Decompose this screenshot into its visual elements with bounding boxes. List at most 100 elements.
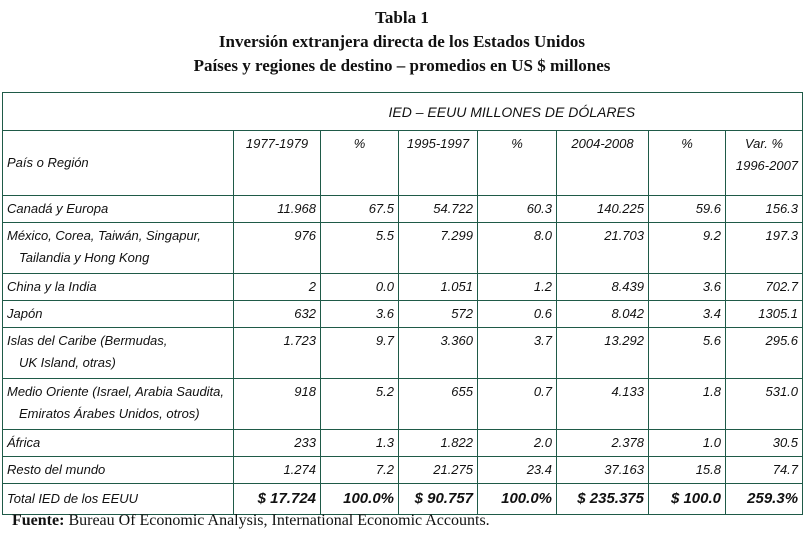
table-row: Japón 632 3.6 572 0.6 8.042 3.4 1305.1 bbox=[2, 300, 804, 328]
total-cell-p3: $ 100.0 bbox=[648, 483, 726, 515]
region-cell: África bbox=[2, 429, 234, 457]
value-cell-p2: 23.4 bbox=[477, 456, 557, 484]
value-cell-var: 702.7 bbox=[724, 273, 804, 301]
value-cell-v3: 13.292 bbox=[556, 327, 649, 379]
value-cell-p2: 0.7 bbox=[477, 378, 557, 430]
value-cell-p2: 1.2 bbox=[477, 273, 557, 301]
total-label: Total IED de los EEUU bbox=[2, 483, 234, 515]
value-cell-p3: 59.6 bbox=[648, 195, 726, 223]
region-name: México, Corea, Taiwán, Singapur, bbox=[7, 228, 201, 243]
header-1977-1979: 1977-1979 bbox=[233, 130, 321, 196]
value-cell-v3: 8.042 bbox=[556, 300, 649, 328]
header-pct-1: % bbox=[320, 130, 399, 196]
value-cell-v3: 8.439 bbox=[556, 273, 649, 301]
region-cell: Medio Oriente (Israel, Arabia Saudita, Em… bbox=[2, 378, 234, 430]
value-cell-p1: 7.2 bbox=[320, 456, 399, 484]
region-cell: Resto del mundo bbox=[2, 456, 234, 484]
header-region: País o Región bbox=[2, 130, 234, 196]
total-cell-v1: $ 17.724 bbox=[233, 483, 321, 515]
table-row: Islas del Caribe (Bermudas, UK Island, ot… bbox=[2, 327, 804, 379]
value-cell-var: 1305.1 bbox=[724, 300, 804, 328]
region-cell: Japón bbox=[2, 300, 234, 328]
value-cell-var: 197.3 bbox=[724, 222, 804, 274]
title-line-3: Países y regiones de destino – promedios… bbox=[193, 56, 611, 75]
value-cell-v3: 2.378 bbox=[556, 429, 649, 457]
region-cell: China y la India bbox=[2, 273, 234, 301]
region-name: China y la India bbox=[7, 279, 97, 294]
region-name-cont: Emiratos Árabes Unidos, otros) bbox=[19, 406, 200, 421]
value-cell-p2: 60.3 bbox=[477, 195, 557, 223]
value-cell-v1: 233 bbox=[233, 429, 321, 457]
group-header: IED – EEUU MILLONES DE DÓLARES bbox=[233, 92, 804, 131]
table-row: Canadá y Europa 11.968 67.5 54.722 60.3 140.2… bbox=[2, 195, 804, 223]
value-cell-var: 30.5 bbox=[724, 429, 804, 457]
header-var: Var. % 1996-2007 bbox=[724, 130, 804, 196]
total-cell-var: 259.3% bbox=[724, 483, 804, 515]
value-cell-v1: 1.274 bbox=[233, 456, 321, 484]
value-cell-p1: 1.3 bbox=[320, 429, 399, 457]
value-cell-v1: 11.968 bbox=[233, 195, 321, 223]
value-cell-var: 74.7 bbox=[724, 456, 804, 484]
value-cell-p1: 67.5 bbox=[320, 195, 399, 223]
value-cell-p1: 3.6 bbox=[320, 300, 399, 328]
source-text: Bureau Of Economic Analysis, Internation… bbox=[64, 512, 490, 529]
value-cell-v3: 140.225 bbox=[556, 195, 649, 223]
value-cell-v3: 21.703 bbox=[556, 222, 649, 274]
region-cell: Islas del Caribe (Bermudas, UK Island, ot… bbox=[2, 327, 234, 379]
header-1995-1997: 1995-1997 bbox=[398, 130, 478, 196]
value-cell-p3: 1.8 bbox=[648, 378, 726, 430]
value-cell-v2: 21.275 bbox=[398, 456, 478, 484]
table-row: África 233 1.3 1.822 2.0 2.378 1.0 30.5 bbox=[2, 429, 804, 457]
value-cell-v2: 1.051 bbox=[398, 273, 478, 301]
value-cell-v2: 3.360 bbox=[398, 327, 478, 379]
region-name: Resto del mundo bbox=[7, 462, 106, 477]
source-label: Fuente: bbox=[12, 512, 65, 529]
value-cell-p3: 5.6 bbox=[648, 327, 726, 379]
header-var-period: 1996-2007 bbox=[735, 158, 799, 173]
value-cell-p3: 1.0 bbox=[648, 429, 726, 457]
region-cell: Canadá y Europa bbox=[2, 195, 234, 223]
total-cell-p2: 100.0% bbox=[477, 483, 557, 515]
group-header-row: IED – EEUU MILLONES DE DÓLARES bbox=[2, 92, 804, 131]
title-line-2: Inversión extranjera directa de los Esta… bbox=[218, 32, 586, 51]
value-cell-p2: 8.0 bbox=[477, 222, 557, 274]
value-cell-v1: 2 bbox=[233, 273, 321, 301]
value-cell-p1: 9.7 bbox=[320, 327, 399, 379]
table-row: China y la India 2 0.0 1.051 1.2 8.439 3.6 702.… bbox=[2, 273, 804, 301]
total-cell-p1: 100.0% bbox=[320, 483, 399, 515]
value-cell-v1: 976 bbox=[233, 222, 321, 274]
header-2004-2008: 2004-2008 bbox=[556, 130, 649, 196]
source-note: Fuente: Bureau Of Economic Analysis, Int… bbox=[12, 512, 490, 530]
value-cell-p2: 3.7 bbox=[477, 327, 557, 379]
value-cell-var: 295.6 bbox=[724, 327, 804, 379]
value-cell-v1: 632 bbox=[233, 300, 321, 328]
table-row: México, Corea, Taiwán, Singapur, Tailandi… bbox=[2, 222, 804, 274]
table-row: Resto del mundo 1.274 7.2 21.275 23.4 37.163 1… bbox=[2, 456, 804, 484]
header-row: País o Región 1977-1979 % 1995-1997 % 20… bbox=[2, 130, 804, 196]
fdi-table: IED – EEUU MILLONES DE DÓLARES País o Re… bbox=[2, 92, 804, 515]
region-name: Medio Oriente (Israel, Arabia Saudita, bbox=[7, 384, 225, 399]
value-cell-p1: 5.5 bbox=[320, 222, 399, 274]
table-row: Medio Oriente (Israel, Arabia Saudita, Em… bbox=[2, 378, 804, 430]
value-cell-p3: 15.8 bbox=[648, 456, 726, 484]
total-cell-v3: $ 235.375 bbox=[556, 483, 649, 515]
value-cell-v1: 918 bbox=[233, 378, 321, 430]
title-line-1: Tabla 1 bbox=[375, 8, 429, 27]
value-cell-v2: 54.722 bbox=[398, 195, 478, 223]
value-cell-v2: 7.299 bbox=[398, 222, 478, 274]
table-title: Tabla 1 Inversión extranjera directa de … bbox=[0, 6, 804, 78]
value-cell-p3: 3.6 bbox=[648, 273, 726, 301]
header-pct-2: % bbox=[477, 130, 557, 196]
region-name-cont: UK Island, otras) bbox=[19, 355, 116, 370]
region-name: África bbox=[7, 435, 41, 450]
total-cell-v2: $ 90.757 bbox=[398, 483, 478, 515]
value-cell-v3: 4.133 bbox=[556, 378, 649, 430]
region-name: Islas del Caribe (Bermudas, bbox=[7, 333, 168, 348]
region-cell: México, Corea, Taiwán, Singapur, Tailandi… bbox=[2, 222, 234, 274]
region-name-cont: Tailandia y Hong Kong bbox=[19, 250, 150, 265]
value-cell-p1: 5.2 bbox=[320, 378, 399, 430]
value-cell-p2: 2.0 bbox=[477, 429, 557, 457]
region-name: Japón bbox=[7, 306, 43, 321]
value-cell-v3: 37.163 bbox=[556, 456, 649, 484]
value-cell-v2: 572 bbox=[398, 300, 478, 328]
